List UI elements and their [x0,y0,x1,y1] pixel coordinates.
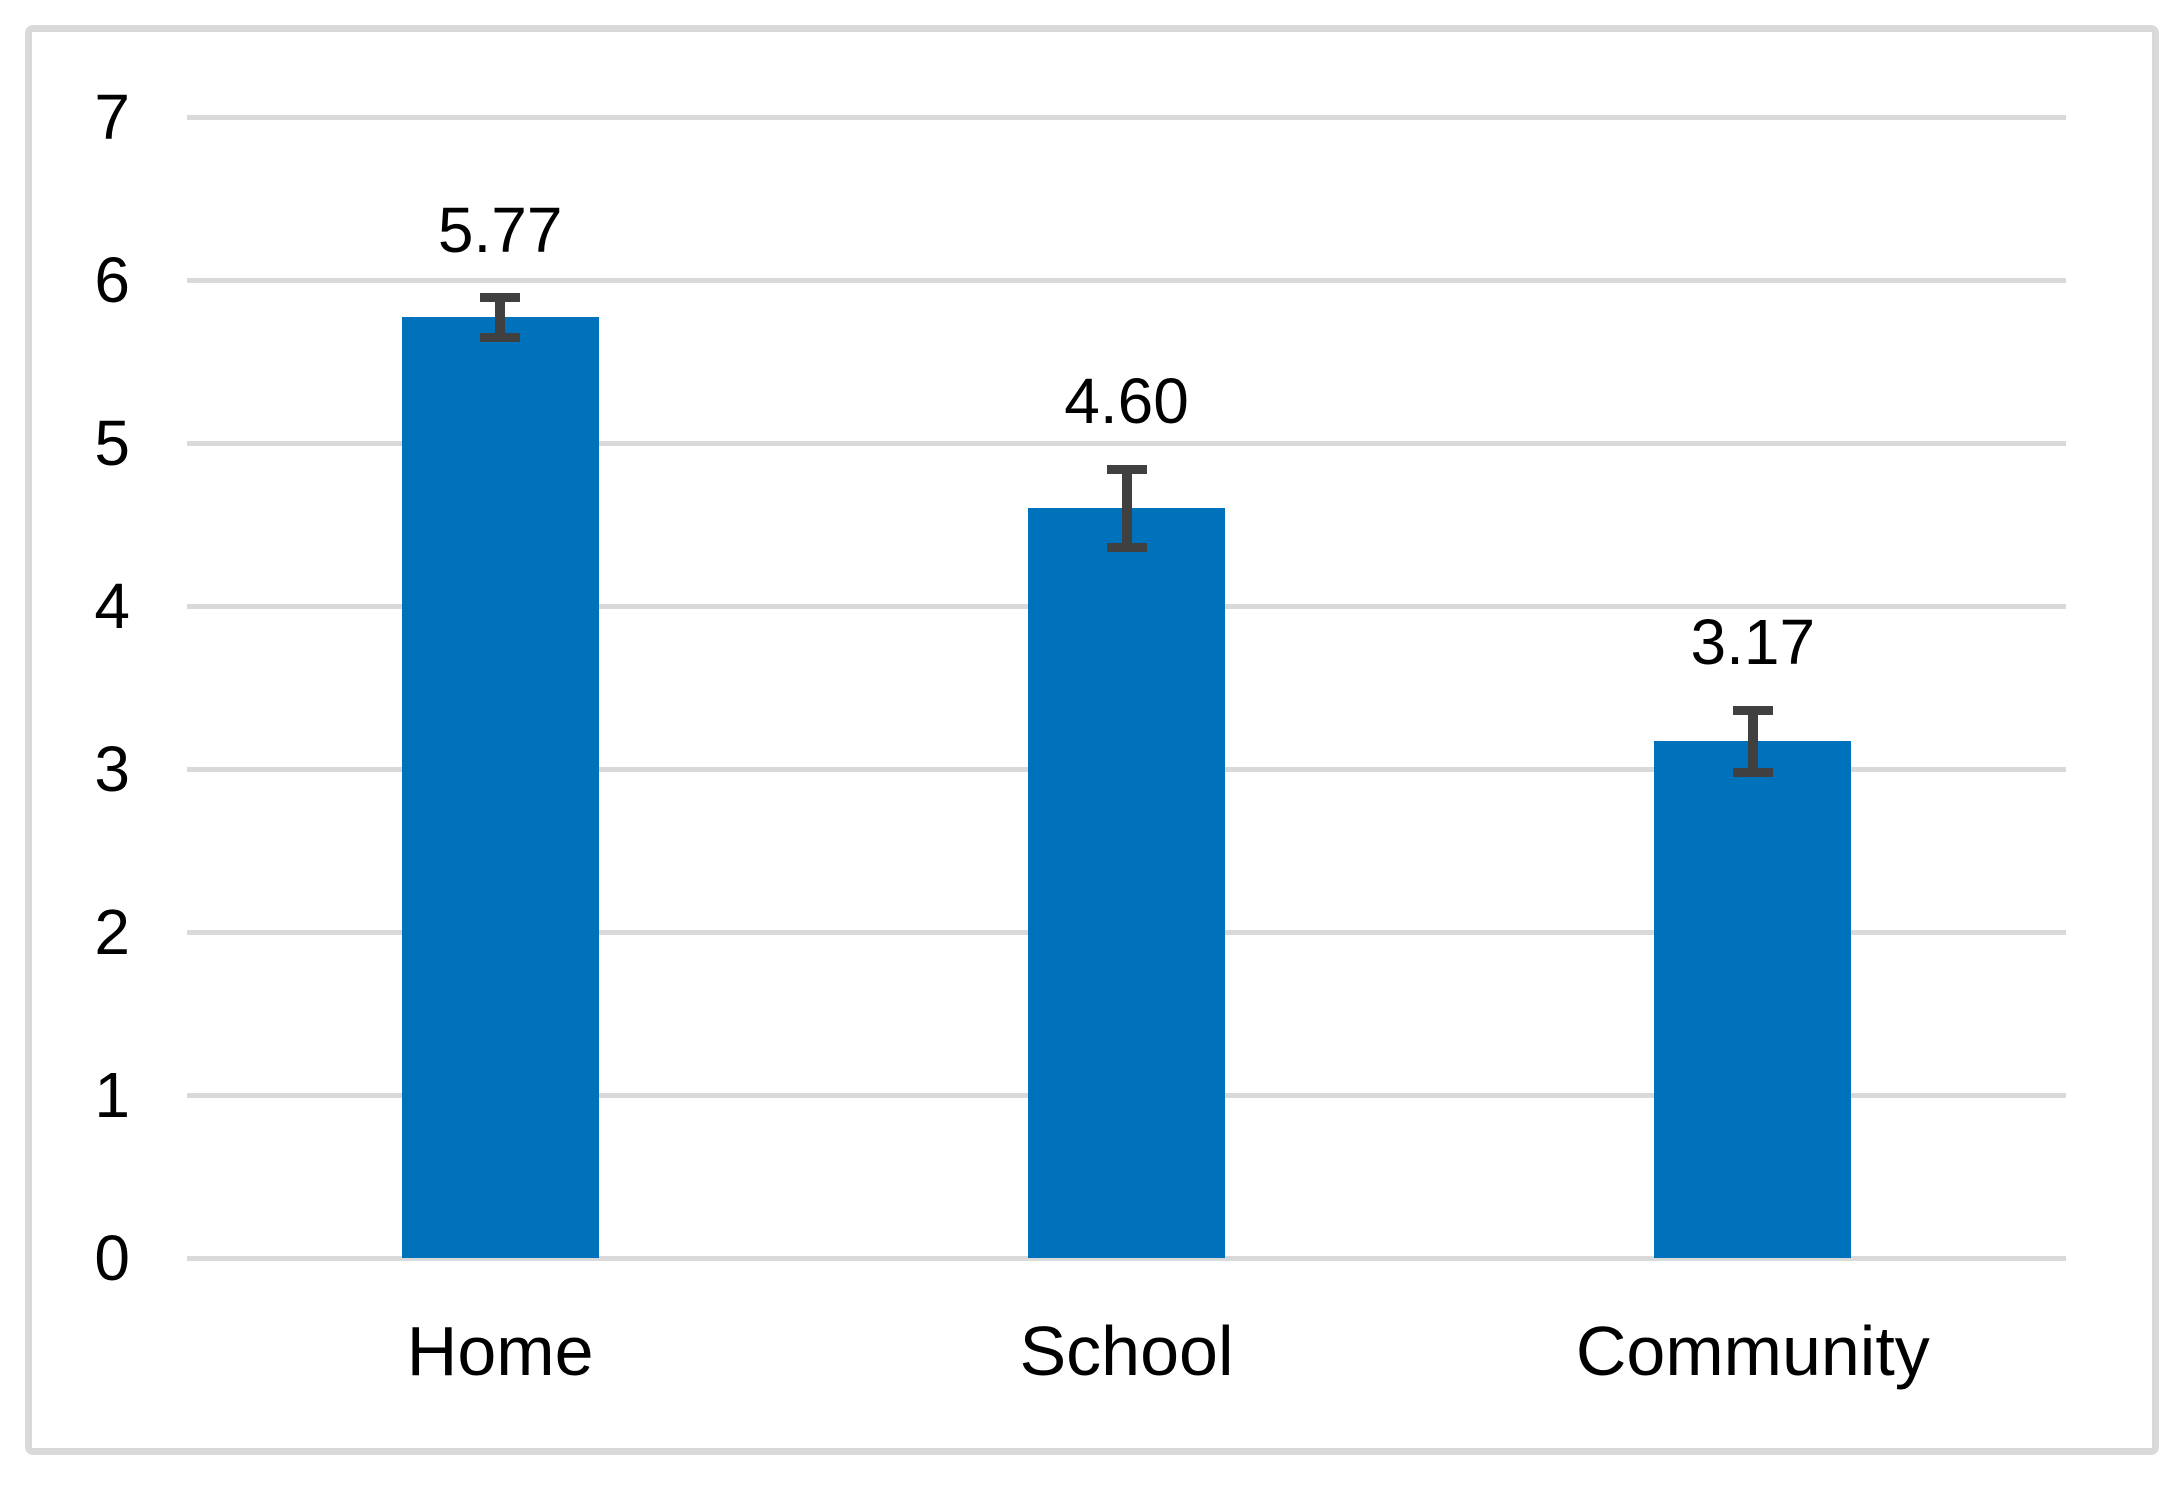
y-axis-tick-label: 5 [94,407,130,479]
y-axis-tick-label: 0 [94,1222,130,1294]
x-axis-category-label-community: Community [1575,1312,1930,1390]
y-axis-tick-label: 1 [94,1059,130,1131]
y-axis-tick-label: 6 [94,244,130,316]
error-bar-stem-community [1747,710,1758,773]
error-bar-top-cap-community [1732,705,1773,715]
data-label-home: 5.77 [437,193,563,266]
data-label-school: 4.60 [1064,365,1189,438]
gridline-y-6 [187,278,2066,283]
chart-border [25,25,2159,1455]
error-bar-top-cap-school [1106,464,1147,474]
bar-school [1028,508,1225,1258]
y-axis-tick-label: 4 [94,570,130,642]
y-axis-tick-label: 2 [94,896,130,968]
bar-community [1654,741,1852,1258]
data-label-community: 3.17 [1690,606,1816,679]
gridline-y-7 [187,115,2066,120]
y-axis-tick-label: 7 [94,81,130,153]
error-bar-stem-school [1121,469,1132,548]
gridline-y-5 [187,441,2066,446]
bar-home [401,317,599,1258]
gridline-y-0 [187,1256,2066,1261]
error-bar-bottom-cap-home [480,332,521,342]
y-axis-tick-label: 3 [94,733,130,805]
x-axis-category-label-home: Home [406,1312,594,1390]
error-bar-stem-home [495,297,506,338]
error-bar-bottom-cap-community [1732,767,1773,777]
x-axis-category-label-school: School [1019,1312,1234,1390]
error-bar-bottom-cap-school [1106,542,1147,552]
error-bar-top-cap-home [480,293,521,303]
